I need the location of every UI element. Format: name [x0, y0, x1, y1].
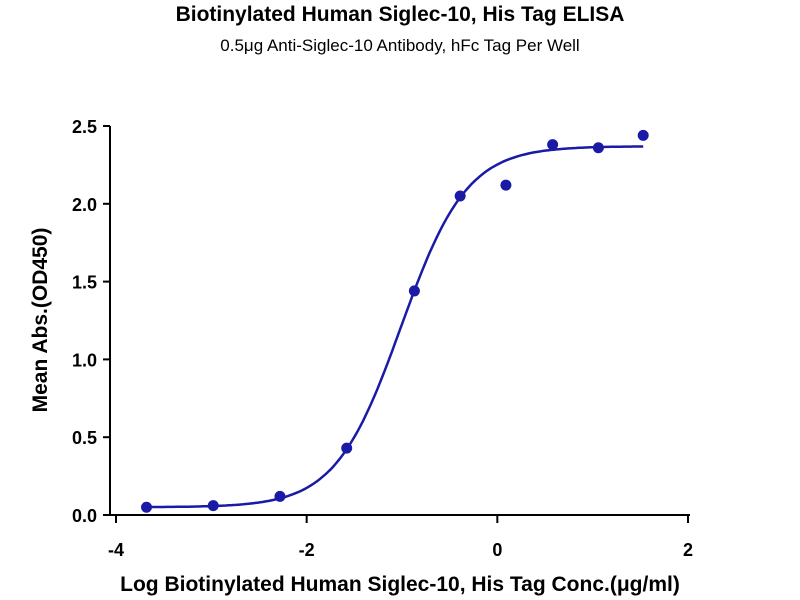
data-point: [637, 129, 649, 141]
x-axis-label: Log Biotinylated Human Siglec-10, His Ta…: [120, 573, 680, 596]
x-tick-label: 2: [683, 540, 693, 560]
data-point: [408, 285, 420, 297]
data-point: [141, 501, 153, 513]
x-tick-label: 0: [492, 540, 502, 560]
data-point: [454, 190, 466, 202]
y-tick-label: 0.5: [72, 428, 97, 448]
y-tick-label: 2.0: [72, 195, 97, 215]
data-point: [274, 490, 286, 502]
chart-title: Biotinylated Human Siglec-10, His Tag EL…: [175, 3, 625, 26]
y-tick-label: 0.0: [72, 506, 97, 526]
y-tick-label: 1.5: [72, 273, 97, 293]
x-tick-label: -2: [299, 540, 315, 560]
x-tick-label: -4: [108, 540, 124, 560]
data-point: [207, 500, 219, 512]
data-point: [592, 142, 604, 154]
y-axis-label: Mean Abs.(OD450): [29, 228, 52, 413]
data-point: [500, 179, 512, 191]
y-tick-label: 2.5: [72, 117, 97, 137]
data-point: [547, 139, 559, 151]
data-point: [341, 442, 353, 454]
y-tick-label: 1.0: [72, 350, 97, 370]
chart-subtitle: 0.5μg Anti-Siglec-10 Antibody, hFc Tag P…: [220, 36, 580, 55]
fit-curve: [146, 145, 644, 509]
